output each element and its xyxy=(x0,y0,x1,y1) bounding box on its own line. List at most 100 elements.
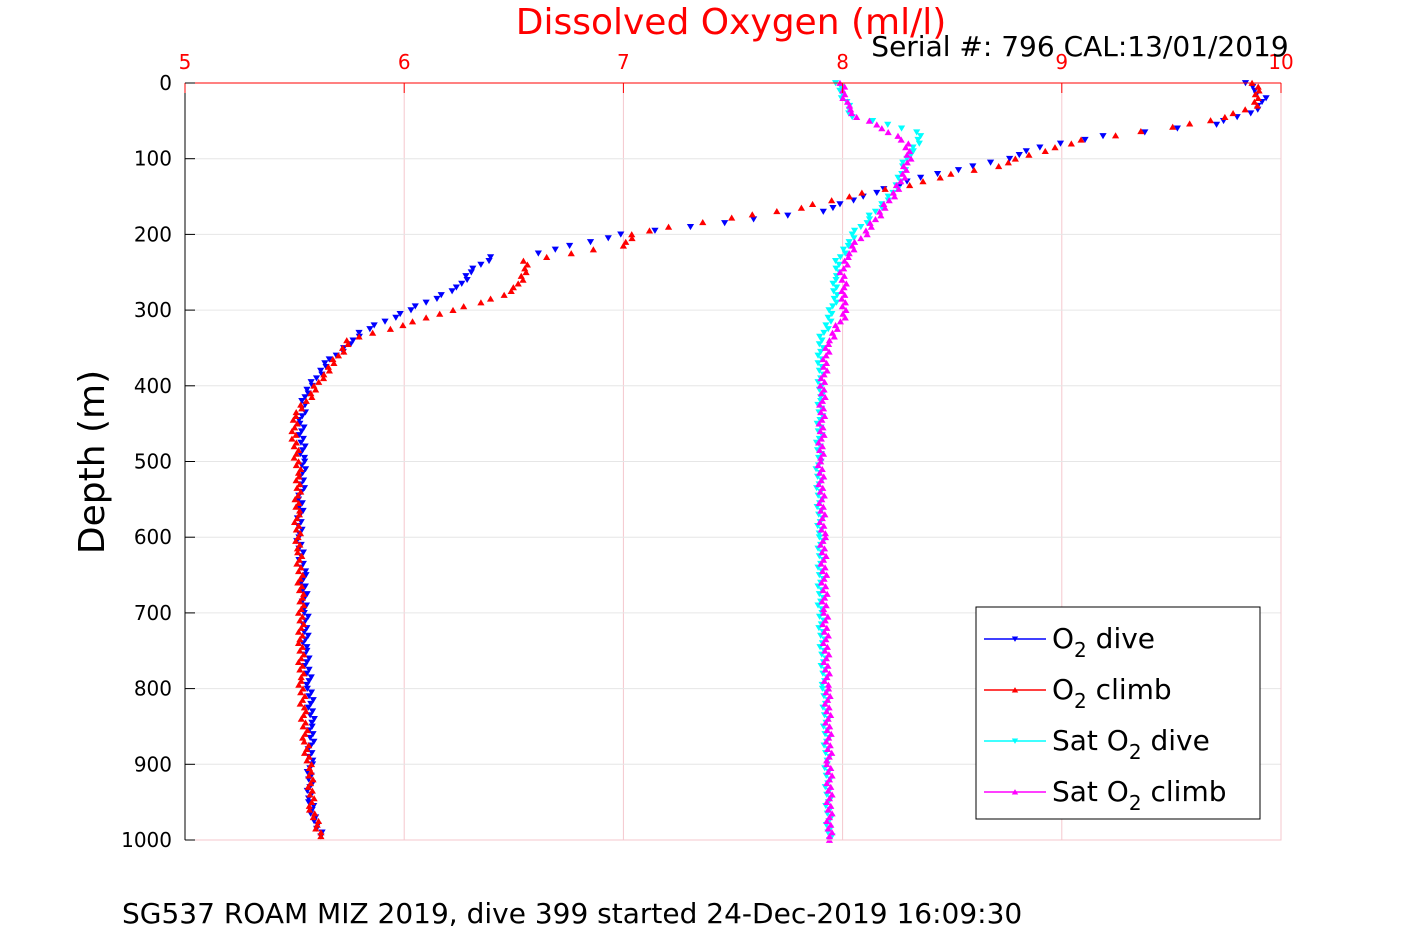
data-point xyxy=(871,208,880,215)
data-point xyxy=(296,700,304,707)
data-point xyxy=(822,636,830,643)
data-point xyxy=(884,128,892,136)
data-point xyxy=(822,571,831,578)
data-point xyxy=(824,326,832,333)
data-point xyxy=(437,292,445,299)
data-point xyxy=(820,371,828,378)
data-point xyxy=(826,723,834,730)
data-point xyxy=(306,734,314,742)
data-point xyxy=(452,284,460,291)
data-point xyxy=(901,174,909,181)
data-point xyxy=(303,644,311,651)
data-point xyxy=(819,503,827,510)
data-point xyxy=(819,363,828,370)
data-point xyxy=(297,564,305,571)
data-point xyxy=(304,613,312,620)
data-point xyxy=(617,231,625,238)
data-point xyxy=(305,806,314,813)
data-point xyxy=(862,227,870,234)
data-point xyxy=(292,537,300,544)
data-point xyxy=(832,299,841,306)
data-point xyxy=(1015,152,1023,159)
data-point xyxy=(828,311,836,318)
data-point xyxy=(298,413,306,420)
data-point xyxy=(295,522,303,529)
data-point xyxy=(386,325,394,332)
data-point xyxy=(823,674,831,681)
data-point xyxy=(827,711,835,718)
data-point xyxy=(310,795,318,802)
data-point xyxy=(369,329,377,336)
data-point xyxy=(315,378,323,385)
data-point xyxy=(1011,155,1019,162)
y-axis-label: Depth (m) xyxy=(72,370,113,554)
data-point xyxy=(334,352,343,359)
data-point xyxy=(324,363,332,370)
data-point xyxy=(295,556,303,563)
data-point xyxy=(299,507,307,514)
data-point xyxy=(344,340,352,348)
data-point xyxy=(291,496,299,503)
data-point xyxy=(392,314,400,321)
data-point xyxy=(822,552,830,560)
data-point xyxy=(818,416,826,423)
data-point xyxy=(399,322,407,329)
data-point xyxy=(865,212,873,219)
data-point xyxy=(325,367,333,374)
data-point xyxy=(933,170,942,178)
data-point xyxy=(469,265,477,272)
data-point xyxy=(1041,147,1049,155)
serial-calibration-label: Serial #: 796 CAL:13/01/2019 xyxy=(871,30,1288,63)
legend-item: O2 climb xyxy=(984,673,1172,713)
data-point xyxy=(308,750,316,757)
data-point xyxy=(816,541,825,548)
data-point xyxy=(825,795,834,802)
data-point xyxy=(293,515,301,522)
data-point xyxy=(1241,106,1249,113)
data-point xyxy=(305,693,313,700)
data-point xyxy=(902,166,910,173)
data-point xyxy=(847,106,855,113)
data-point xyxy=(954,167,963,174)
data-point xyxy=(853,113,861,120)
data-point xyxy=(970,166,978,173)
data-point xyxy=(301,583,309,590)
data-point xyxy=(294,549,302,556)
data-point xyxy=(534,250,542,257)
data-point xyxy=(841,314,849,321)
data-point xyxy=(822,719,830,726)
data-point xyxy=(818,443,827,450)
data-point xyxy=(830,333,838,340)
data-point xyxy=(797,204,805,211)
data-point xyxy=(825,734,833,741)
data-point xyxy=(848,231,856,238)
data-point xyxy=(1036,144,1044,151)
data-point xyxy=(825,753,833,760)
data-point xyxy=(817,526,825,533)
data-point xyxy=(500,291,508,298)
data-point xyxy=(830,295,838,302)
data-point xyxy=(843,261,852,268)
data-point xyxy=(821,511,829,518)
data-point xyxy=(628,234,636,242)
data-point xyxy=(296,575,304,582)
data-point xyxy=(827,318,835,325)
data-point xyxy=(822,583,830,590)
data-point xyxy=(817,560,825,567)
data-point xyxy=(840,265,848,272)
data-point xyxy=(463,276,471,284)
data-point xyxy=(422,299,430,306)
data-point xyxy=(819,356,827,363)
data-point xyxy=(294,469,303,476)
data-point xyxy=(290,443,298,450)
data-point xyxy=(827,821,835,828)
x-tick-label: 10 xyxy=(1268,50,1293,74)
data-point xyxy=(824,806,832,813)
y-tick-label: 300 xyxy=(134,298,172,322)
data-point xyxy=(825,670,834,677)
data-point xyxy=(816,401,824,408)
data-point xyxy=(857,234,865,242)
data-point xyxy=(818,549,826,556)
data-point xyxy=(817,435,825,442)
data-point xyxy=(522,269,530,276)
